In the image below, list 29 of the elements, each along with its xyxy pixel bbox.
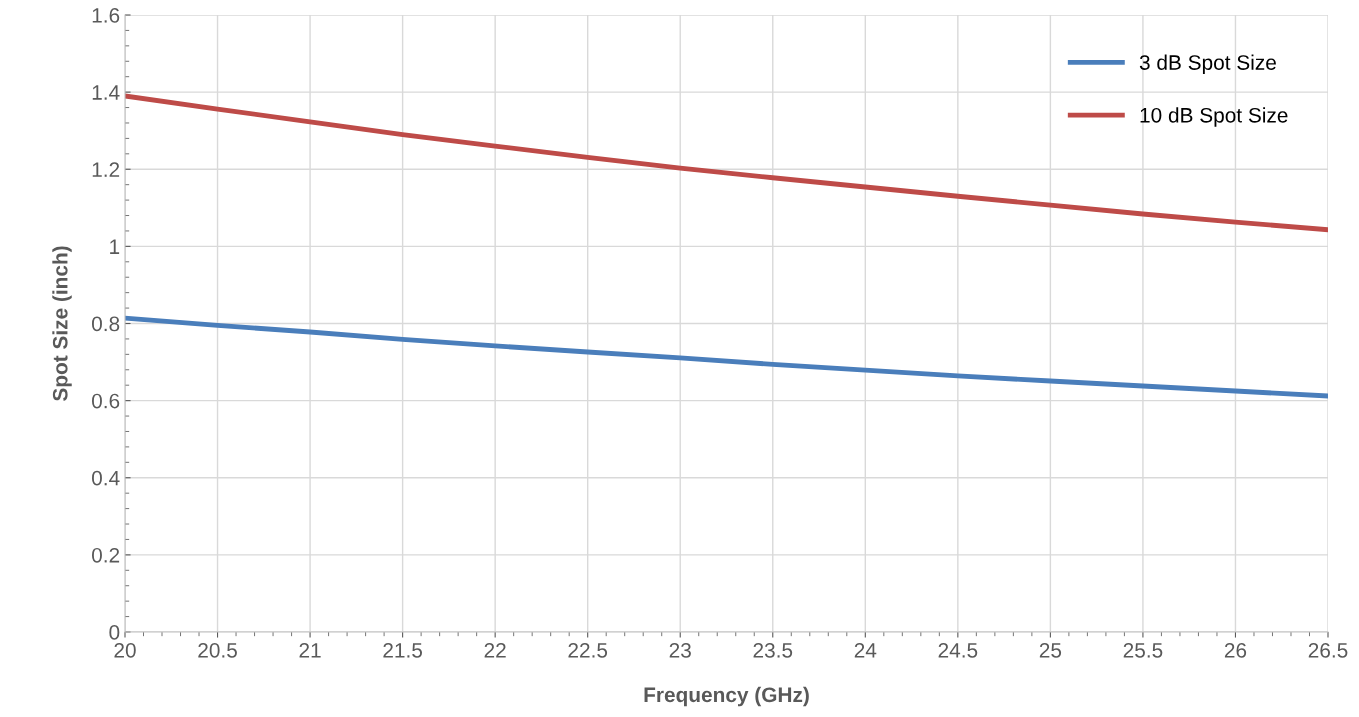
x-tick-label: 25 [1039, 642, 1062, 658]
y-tick-label: 1.6 [92, 8, 120, 23]
y-tick-label: 1.4 [92, 85, 120, 100]
x-tick-label: 20 [114, 642, 136, 658]
x-tick-label: 22 [484, 642, 506, 658]
line-series [125, 93, 1328, 233]
y-axis-title: Spot Size (inch) [52, 246, 72, 402]
x-tick-label: 21 [299, 642, 321, 658]
y-tick-label: 1.2 [92, 162, 120, 177]
y-tick-label: 0 [109, 625, 120, 640]
x-tick-label: 26.5 [1308, 642, 1348, 658]
x-tick-label: 21.5 [383, 642, 423, 658]
x-tick-label: 24 [854, 642, 877, 658]
x-tick-label: 26 [1224, 642, 1247, 658]
legend-label: 3 dB Spot Size [1139, 54, 1276, 74]
legend-label: 10 dB Spot Size [1140, 107, 1288, 127]
x-tick-label: 24.5 [938, 642, 978, 658]
y-tick-label: 0.8 [91, 316, 120, 332]
x-tick-label: 22.5 [568, 642, 608, 658]
x-axis-title: Frequency (GHz) [644, 686, 809, 707]
y-tick-label: 0.4 [91, 470, 120, 486]
y-tick-label: 0.6 [91, 393, 120, 409]
x-tick-label: 23.5 [753, 642, 793, 658]
line-series [125, 315, 1328, 399]
x-tick-label: 25.5 [1123, 642, 1163, 658]
y-tick-label: 1 [110, 239, 120, 254]
x-tick-label: 20.5 [198, 642, 237, 658]
x-tick-label: 23 [669, 642, 691, 658]
y-tick-label: 0.2 [91, 547, 120, 563]
